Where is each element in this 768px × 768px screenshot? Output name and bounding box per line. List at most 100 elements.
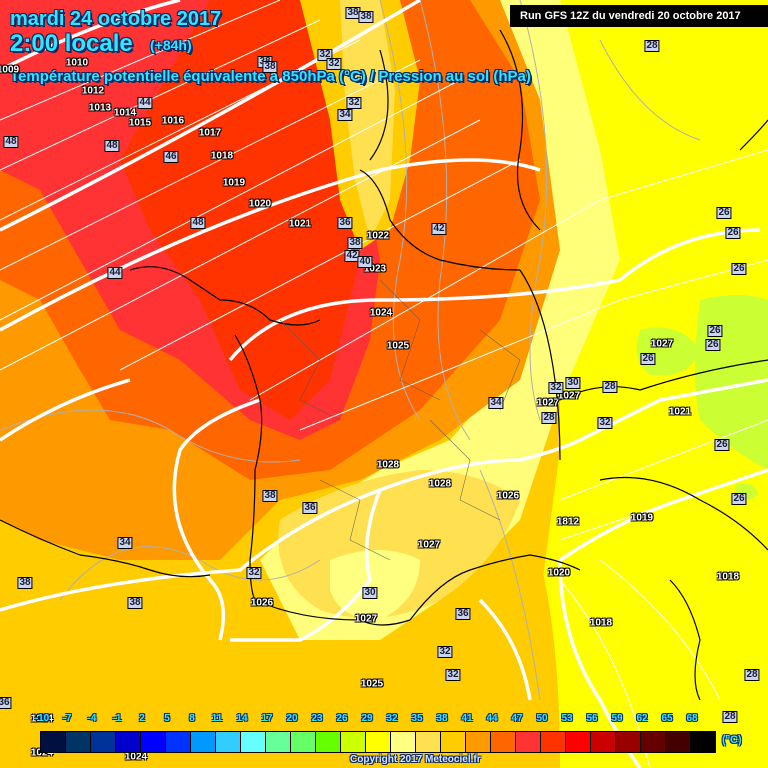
colorbar-cell [441,732,466,752]
colorbar-cell [41,732,66,752]
isotherm-label: 30 [362,587,378,599]
isotherm-label: 26 [707,325,723,337]
colorbar-cell [541,732,566,752]
isotherm-label: 32 [445,669,461,681]
colorbar-cell [341,732,366,752]
isotherm-label: 44 [107,267,123,279]
isobar-label: 1027 [650,338,674,350]
colorbar-tick-label: 5 [164,713,170,724]
isotherm-label: 26 [640,353,656,365]
colorbar-cell [416,732,441,752]
isobar-label: 1020 [547,567,571,579]
colorbar-tick-label: 32 [386,713,398,724]
model-run-label: Run GFS 12Z du vendredi 20 octobre 2017 [510,5,768,27]
isotherm-label: 28 [602,381,618,393]
isotherm-label: 36 [302,502,318,514]
isobar-label: 1014 [113,107,137,119]
colorbar-tick-label: 47 [511,713,523,724]
copyright: Copyright 2017 Meteociel.fr [350,754,481,765]
isotherm-label: 36 [337,217,353,229]
colorbar-tick-label: 2 [139,713,145,724]
isotherm-label: 38 [262,490,278,502]
isotherm-label: 38 [262,61,278,73]
isotherm-label: 34 [117,537,133,549]
isobar-label: 1022 [366,230,390,242]
isobar-label: 1027 [354,613,378,625]
colorbar-cell [566,732,591,752]
colorbar-cell [691,732,715,752]
colorbar [40,731,716,753]
colorbar-cell [91,732,116,752]
isobar-label: 1024 [30,713,54,725]
colorbar-cell [591,732,616,752]
colorbar-tick-label: 38 [436,713,448,724]
isotherm-label: 32 [437,646,453,658]
colorbar-cell [466,732,491,752]
isobar-label: 1021 [668,406,692,418]
isotherm-label: 34 [488,397,504,409]
isobar-label: 1028 [376,459,400,471]
isotherm-label: 46 [163,151,179,163]
isotherm-label: 34 [337,109,353,121]
colorbar-tick-label: 68 [686,713,698,724]
isotherm-label: 32 [597,417,613,429]
isotherm-label: 48 [190,217,206,229]
colorbar-cell [141,732,166,752]
colorbar-tick-label: 17 [261,713,273,724]
colorbar-tick-label: 35 [411,713,423,724]
isobar-label: 1028 [428,478,452,490]
colorbar-tick-label: 20 [286,713,298,724]
isobar-label: 1024 [369,307,393,319]
isobar-label: 1012 [81,85,105,97]
isobar-label: 1027 [417,539,441,551]
isotherm-label: 28 [722,711,738,723]
isotherm-label: 38 [127,597,143,609]
isobar-label: 1025 [360,678,384,690]
colorbar-cell [616,732,641,752]
colorbar-tick-label: 26 [336,713,348,724]
colorbar-tick-label: 56 [586,713,598,724]
colorbar-cell [641,732,666,752]
isotherm-label: 26 [725,227,741,239]
colorbar-tick-label: 23 [311,713,323,724]
colorbar-tick-label: 53 [561,713,573,724]
colorbar-tick-label: 44 [486,713,498,724]
isobar-label: 1024 [30,747,54,759]
colorbar-cell [491,732,516,752]
isotherm-label: 38 [358,11,374,23]
colorbar-tick-label: 50 [536,713,548,724]
colorbar-unit: (°C) [722,734,742,746]
colorbar-cell [166,732,191,752]
colorbar-tick-label: -4 [87,713,97,724]
isobar-label: 1021 [288,218,312,230]
isobar-label: 1023 [363,263,387,275]
isobar-label: 1017 [198,127,222,139]
isobar-label: 1027 [536,397,560,409]
parameter-title: Température potentielle équivalente à 85… [10,68,531,85]
isobar-label: 1018 [210,150,234,162]
isobar-label: 1010 [65,57,89,69]
colorbar-cell [241,732,266,752]
colorbar-cell [366,732,391,752]
isotherm-label: 36 [455,608,471,620]
isotherm-label: 32 [548,382,564,394]
forecast-date: mardi 24 octobre 2017 [10,8,222,30]
isobar-label: 1027 [557,390,581,402]
isotherm-label: 28 [744,669,760,681]
isobar-label: 1025 [386,340,410,352]
isotherm-label: 26 [731,263,747,275]
isotherm-label: 28 [644,40,660,52]
isobar-label: 1020 [248,198,272,210]
isotherm-label: 30 [565,377,581,389]
isobar-label: 1026 [496,490,520,502]
isotherm-label: 32 [346,97,362,109]
colorbar-tick-label: 8 [189,713,195,724]
isotherm-label: 38 [17,577,33,589]
colorbar-tick-label: 41 [461,713,473,724]
isobar-label: 1026 [250,597,274,609]
isotherm-label: 44 [137,97,153,109]
isotherm-label: 40 [357,256,373,268]
isotherm-label: 42 [431,223,447,235]
isotherm-label: 32 [326,58,342,70]
